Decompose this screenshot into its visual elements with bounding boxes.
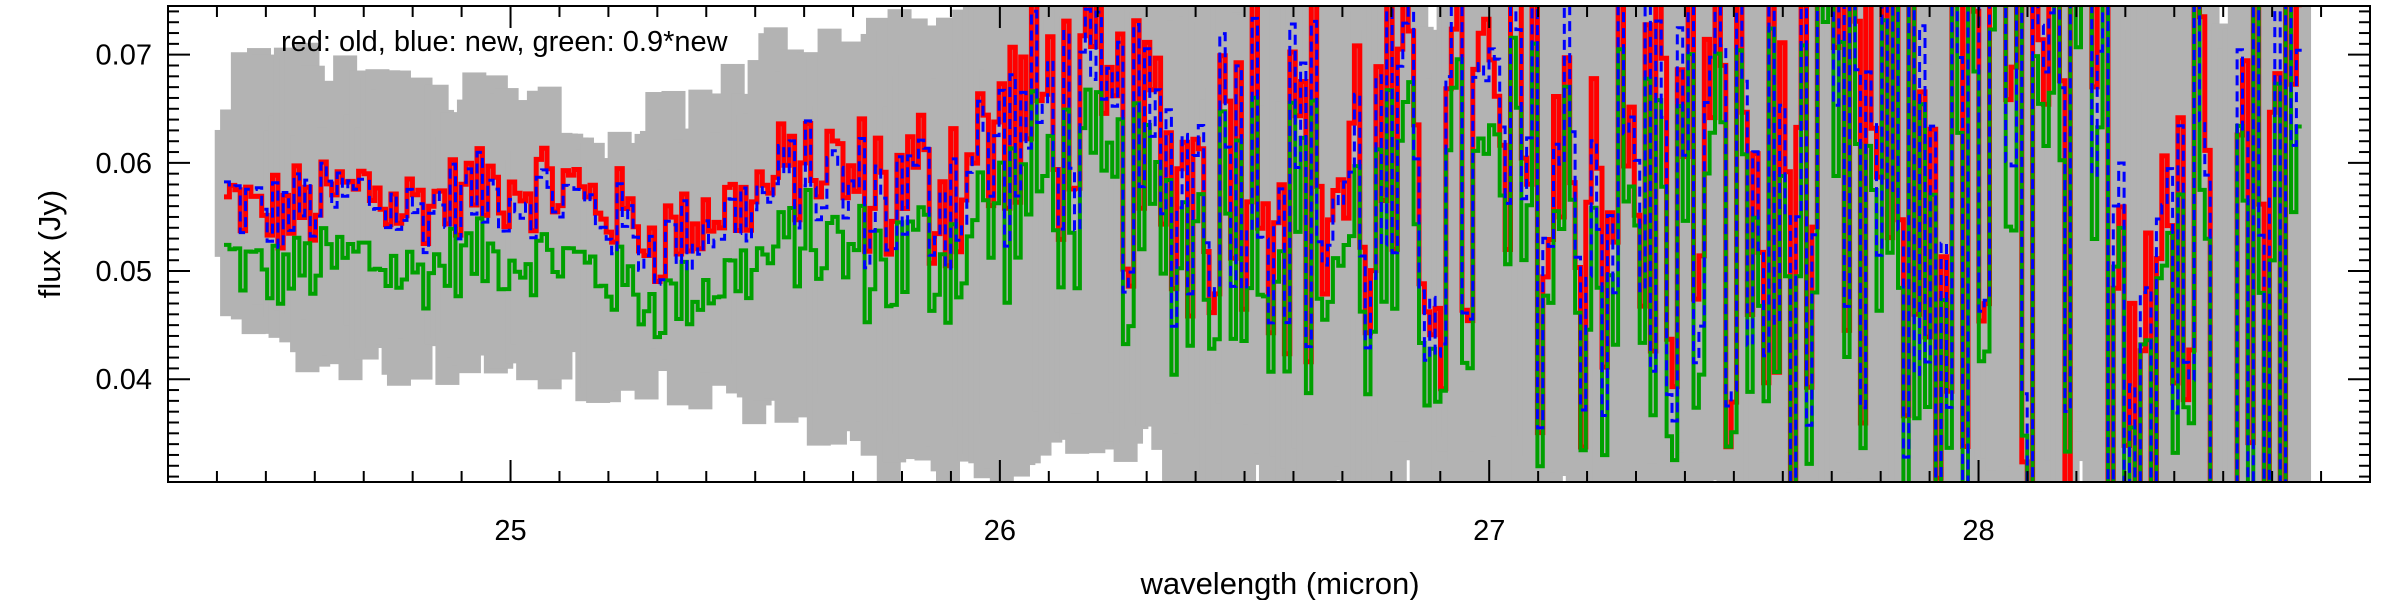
error-band-layer (214, 6, 2312, 482)
y-tick-label: 0.06 (96, 148, 152, 180)
x-tick-label: 27 (1473, 515, 1505, 547)
x-tick-label: 25 (494, 515, 526, 547)
y-tick-label: 0.05 (96, 256, 152, 288)
axis-tick-labels: 25 26 27 28 0.04 0.05 0.06 0.07 (96, 40, 1995, 547)
legend-annotation: red: old, blue: new, green: 0.9*new (281, 26, 729, 58)
new-series-layer (224, 6, 2302, 482)
y-axis-label: flux (Jy) (32, 190, 67, 299)
plot-data-area (214, 6, 2312, 482)
y-tick-label: 0.07 (96, 40, 152, 72)
series-new-line (224, 6, 2302, 482)
axis-ticks (168, 6, 2370, 482)
x-axis-label: wavelength (micron) (1139, 566, 1419, 600)
y-tick-label: 0.04 (96, 364, 152, 396)
plot-frame (167, 5, 2371, 483)
x-tick-label: 28 (1962, 515, 1994, 547)
x-tick-label: 26 (984, 515, 1016, 547)
